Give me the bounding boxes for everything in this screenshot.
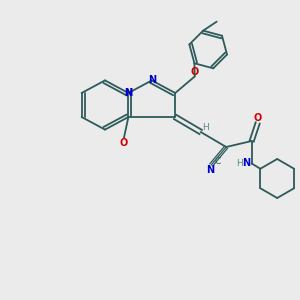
Text: H: H bbox=[236, 159, 242, 168]
Text: O: O bbox=[120, 137, 128, 148]
Text: N: N bbox=[148, 75, 156, 85]
Text: N: N bbox=[242, 158, 250, 169]
Text: N: N bbox=[124, 88, 133, 98]
Text: N: N bbox=[206, 165, 214, 176]
Text: O: O bbox=[190, 67, 199, 77]
Text: O: O bbox=[254, 112, 262, 123]
Text: N: N bbox=[124, 88, 133, 98]
Text: C: C bbox=[214, 158, 220, 166]
Text: H: H bbox=[202, 123, 208, 132]
